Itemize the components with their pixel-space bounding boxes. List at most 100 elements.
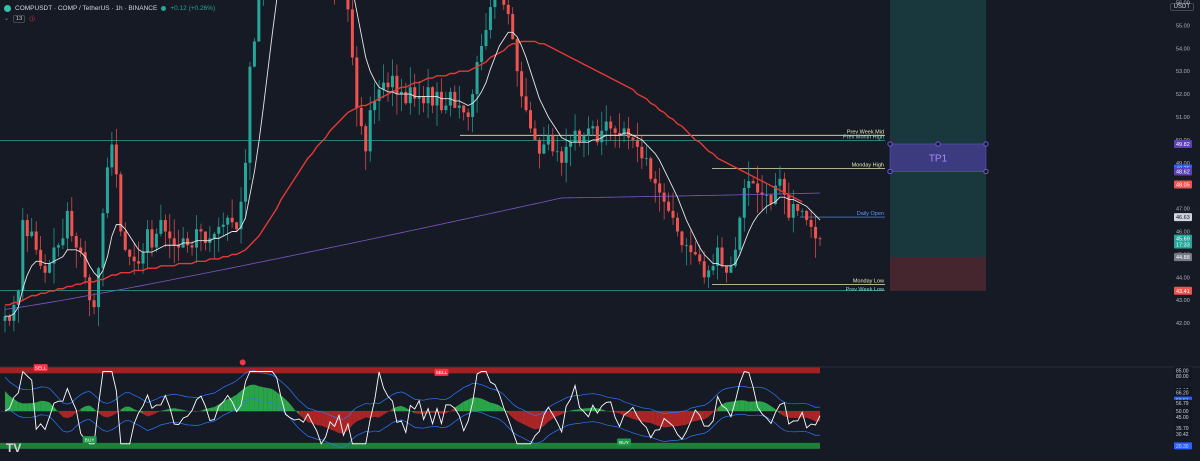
price-tag (1174, 167, 1192, 176)
chevron-down-icon[interactable]: ⌄ (4, 16, 10, 22)
candle-body (751, 181, 755, 184)
price-tag (1174, 240, 1192, 249)
osc-tag-label: 50.00 (1176, 409, 1189, 415)
tp-handle (983, 141, 989, 147)
osc-wave-fill (40, 400, 46, 412)
candle-body (702, 261, 706, 278)
sell-signal-label: SELL (436, 370, 448, 376)
osc-wave-fill (258, 386, 264, 412)
osc-wave-fill (339, 411, 344, 434)
indicator-toggle[interactable]: ⌄ 13 ⓵ (4, 14, 35, 23)
candle-body (698, 254, 702, 262)
osc-wave-fill (628, 411, 633, 419)
osc-tag-label: 80.00 (1176, 374, 1189, 380)
candle-body (128, 249, 132, 257)
osc-wave-fill (134, 409, 139, 412)
osc-wave-fill (517, 411, 522, 424)
candle-body (404, 91, 408, 104)
candle-body (203, 231, 207, 243)
candle-body (537, 139, 541, 154)
osc-wave-fill (263, 387, 268, 412)
osc-wave-fill (53, 407, 59, 413)
candle-body (747, 181, 751, 188)
osc-wave-fill (472, 397, 478, 412)
candle-body (631, 137, 635, 140)
osc-tag (1174, 388, 1192, 396)
osc-wave-fill (281, 395, 286, 412)
osc-wave-fill (249, 384, 255, 412)
osc-wave-fill (294, 409, 299, 415)
candle-body (720, 247, 724, 266)
candle-body (765, 194, 769, 196)
price-tick: 43.00 (1176, 298, 1190, 304)
price-tick: 51.00 (1176, 115, 1190, 121)
candle-body (569, 142, 573, 147)
osc-wave-fill (111, 411, 117, 416)
osc-wave-fill (673, 411, 678, 427)
price-tick: 46.00 (1176, 230, 1190, 236)
candle-body (529, 110, 533, 129)
currency-selector[interactable]: USDT (1169, 3, 1194, 11)
osc-upper-band (4, 370, 821, 420)
osc-wave-fill (5, 391, 10, 412)
candle-body (662, 192, 666, 202)
candle-body (573, 130, 577, 143)
osc-wave-fill (36, 400, 41, 412)
osc-wave-fill (797, 411, 803, 418)
candle-body (609, 121, 613, 129)
candle-body (74, 236, 78, 248)
osc-wave-fill (757, 401, 763, 412)
osc-wave-fill (76, 408, 81, 413)
price-tag-label: 17:33 (1176, 243, 1190, 249)
osc-wave-fill (392, 406, 397, 412)
candle-body (551, 135, 555, 152)
price-tick: 49.00 (1176, 161, 1190, 167)
osc-wave-fill (508, 411, 513, 418)
osc-wave-fill (218, 401, 224, 412)
osc-wave-fill (771, 406, 776, 412)
osc-wave-fill (637, 411, 642, 422)
candle-body (146, 229, 150, 253)
osc-wave-fill (160, 409, 166, 412)
candle-body (350, 9, 354, 58)
candle-body (114, 144, 118, 175)
candle-body (640, 146, 644, 159)
osc-wave-fill (641, 411, 647, 423)
osc-wave-fill (178, 408, 184, 412)
candle-body (408, 87, 412, 104)
candle-body (159, 220, 163, 234)
candle-body (252, 41, 256, 67)
price-tag (1174, 286, 1192, 295)
candle-body (814, 226, 818, 239)
candle-body (123, 231, 127, 250)
osc-wave-fill (62, 411, 68, 419)
osc-wave-fill (459, 401, 464, 412)
candle-body (395, 75, 399, 95)
osc-wave-fill (677, 411, 682, 427)
osc-lower-band (4, 398, 821, 448)
osc-wave-fill (762, 401, 767, 412)
osc-wave-fill (120, 406, 126, 412)
osc-line (4, 370, 821, 445)
osc-wave-fill (223, 399, 228, 412)
osc-wave-fill (49, 402, 54, 412)
osc-wave-fill (739, 400, 745, 412)
price-tick: 44.00 (1176, 275, 1190, 281)
candle-body (230, 217, 234, 223)
osc-wave-fill (85, 405, 90, 412)
alert-icon[interactable]: ⓵ (29, 17, 36, 23)
candle-body (471, 94, 475, 117)
osc-wave-fill (490, 402, 495, 412)
candle-body (756, 183, 760, 193)
osc-wave-fill (285, 399, 291, 412)
symbol-title[interactable]: COMPUSDT · COMP / TetherUS · 1h · BINANC… (15, 4, 158, 12)
price-tag-label: 48.05 (1176, 183, 1190, 189)
osc-wave-fill (748, 401, 754, 412)
candle-body (30, 231, 34, 237)
candle-body (653, 178, 657, 184)
sell-signal-label: SELL (35, 365, 47, 371)
sell-signal (33, 364, 48, 372)
candle-body (484, 29, 488, 47)
candle-body (667, 201, 671, 211)
